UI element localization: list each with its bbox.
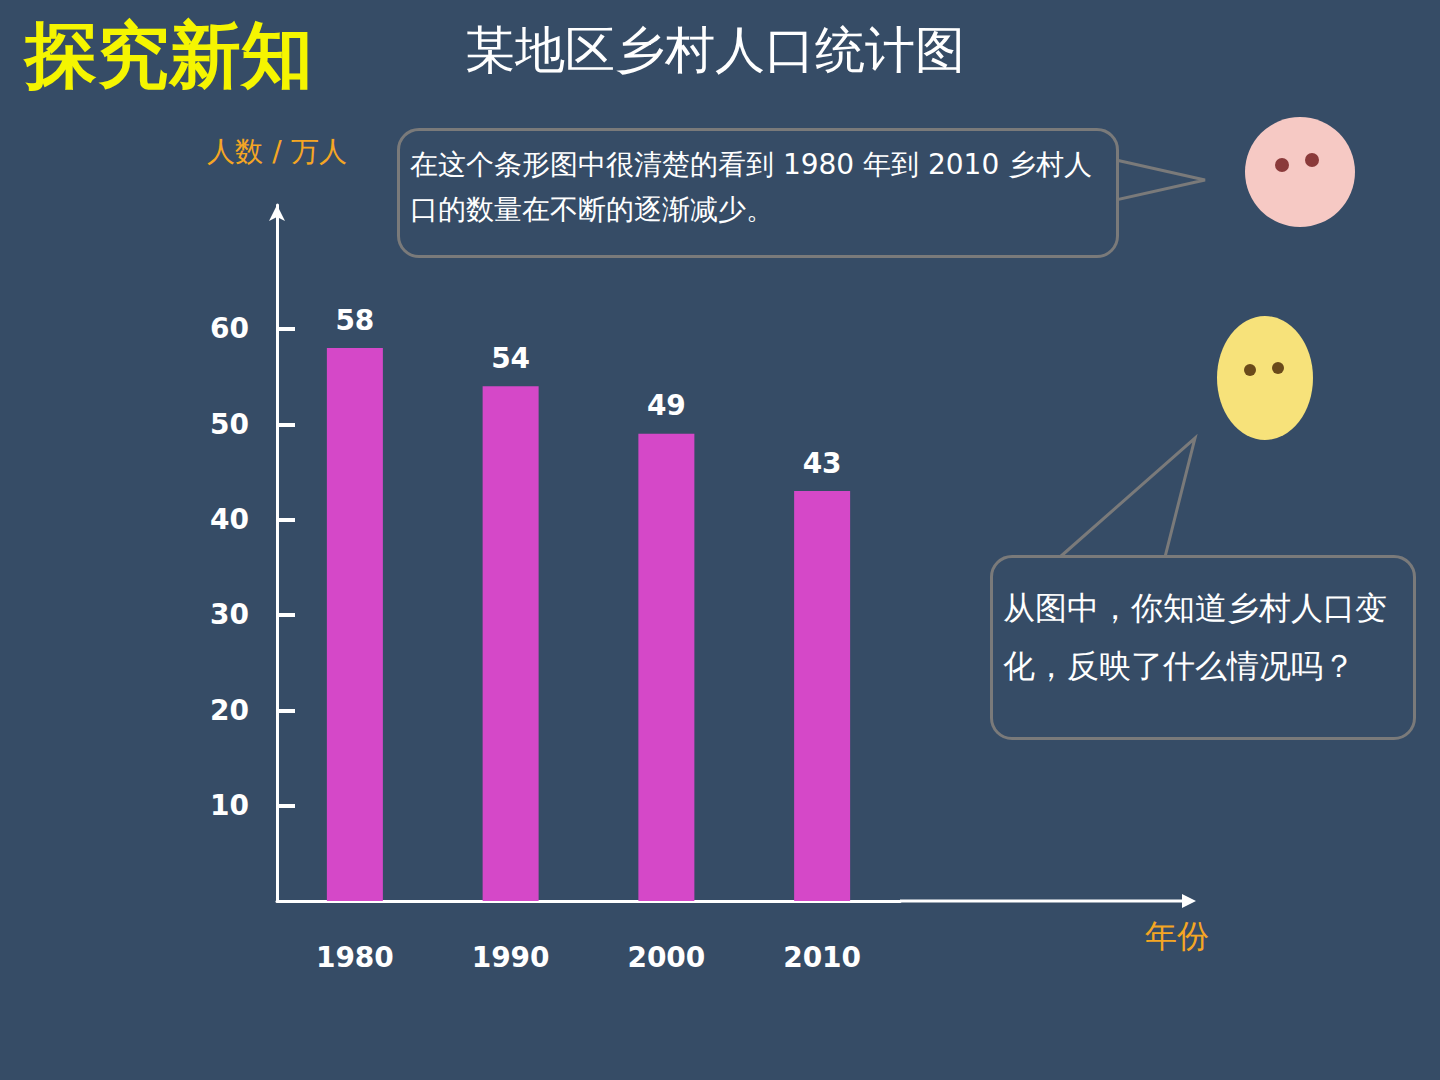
svg-text:58: 58 (335, 304, 374, 337)
svg-text:10: 10 (210, 789, 249, 822)
svg-text:20: 20 (210, 694, 249, 727)
svg-text:50: 50 (210, 408, 249, 441)
svg-text:43: 43 (803, 447, 842, 480)
svg-text:2000: 2000 (627, 941, 705, 974)
svg-text:54: 54 (491, 342, 530, 375)
html-text:在这个条形图中很清楚的看到 1980 年到 2010 乡村人: 在这个条形图中很清楚的看到 1980 年到 2010 乡村人口的数量在不断的逐渐… (410, 148, 1093, 226)
svg-text:1990: 1990 (472, 941, 550, 974)
svg-text:人数 / 万人: 人数 / 万人 (207, 135, 346, 168)
svg-text:30: 30 (210, 598, 249, 631)
svg-text:49: 49 (647, 389, 686, 422)
svg-text:40: 40 (210, 503, 249, 536)
svg-text:60: 60 (210, 312, 249, 345)
svg-text:1980: 1980 (316, 941, 394, 974)
svg-text:年份: 年份 (1145, 917, 1209, 955)
svg-text:某地区乡村人口统计图: 某地区乡村人口统计图 (465, 21, 965, 79)
html-text:探究新知: 探究新知 (25, 13, 313, 97)
svg-text:2010: 2010 (783, 941, 861, 974)
html-text:从图中，你知道乡村人口变化，反映了什么情况吗？: 从图中，你知道乡村人口变化，反映了什么情况吗？ (1003, 589, 1387, 685)
